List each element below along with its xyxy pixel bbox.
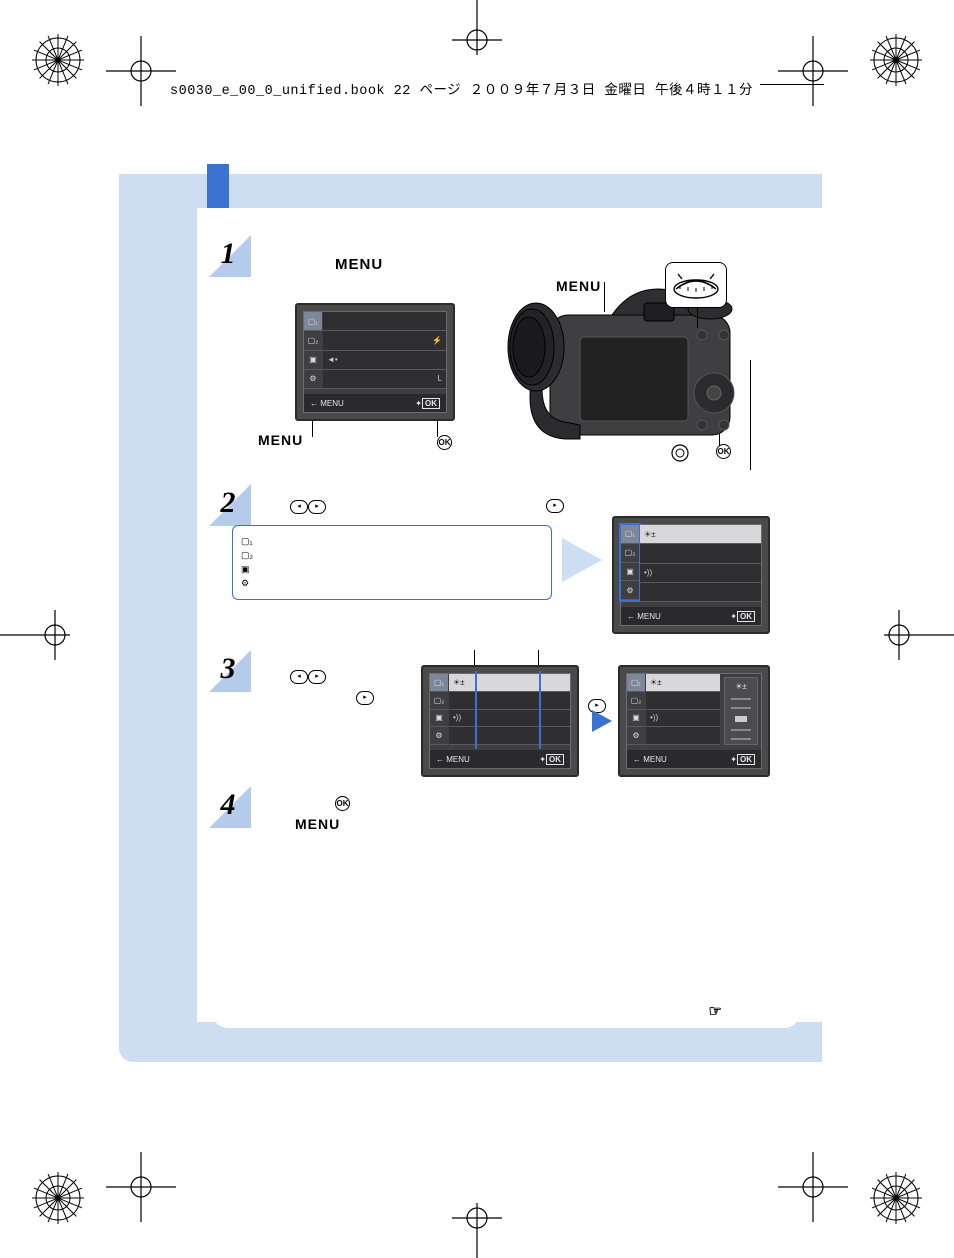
- page-side-band: [119, 174, 197, 1062]
- running-head-rule: [760, 84, 824, 85]
- leader-dial: [697, 308, 698, 328]
- pad-lr-icon-2: ◂▸: [290, 665, 326, 684]
- tab-explain-balloon: ▢₁ ▢₂ ▣ ⚙: [232, 525, 552, 600]
- balloon-icon-2: ▢₂: [241, 550, 259, 561]
- ok-circle-icon: OK: [437, 435, 452, 450]
- lcd-tab-4: ⚙: [304, 370, 322, 389]
- page-top-band: [197, 174, 822, 208]
- leader-menu-button: [604, 282, 605, 312]
- crop-rosette-sw: [28, 1168, 88, 1228]
- balloon-arrow: [562, 538, 602, 582]
- ok-circle-icon-2: OK: [716, 444, 731, 459]
- crop-side-e: [864, 600, 954, 670]
- balloon-icon-3: ▣: [241, 564, 259, 575]
- step-number-4: 4: [209, 786, 251, 828]
- crop-rosette-ne: [866, 30, 926, 90]
- lcd-screen-step3b: ▢₁ ▢₂ ▣ ⚙ ☀± •)) ☀± ← MENU ✦OK: [618, 665, 770, 777]
- balloon-icon-1: ▢₁: [241, 536, 259, 547]
- lcd-ok: OK: [422, 398, 440, 409]
- crop-side-w: [0, 600, 90, 670]
- crop-side-s: [442, 1188, 512, 1258]
- crop-corner-se: [778, 1152, 848, 1222]
- crop-corner-ne: [778, 36, 848, 106]
- footer-pill: ☞: [212, 996, 800, 1028]
- page-bottom-band: [119, 1022, 822, 1062]
- leader-ok: [437, 421, 438, 437]
- ok-circle-icon-3: OK: [335, 796, 350, 811]
- lcd-tab-1: ▢₁: [304, 312, 322, 331]
- pad-right-icon-2: ▸: [356, 686, 374, 705]
- menu-below-lcd: MENU: [258, 432, 303, 448]
- crop-corner-nw: [106, 36, 176, 106]
- menu-button-callout: MENU: [556, 278, 601, 294]
- running-head: s0030_e_00_0_unified.book 22 ページ ２００９年７月…: [170, 78, 753, 99]
- lcd-tab-3: ▣: [304, 351, 322, 370]
- leader-menu: [312, 421, 313, 437]
- lcd-screen-main: ▢₁ ▢₂ ▣ ⚙ ⚡ ◄• L ← MENU ✦OK: [295, 303, 455, 421]
- step-number-3: 3: [209, 650, 251, 692]
- lcd-back: ← MENU: [310, 399, 344, 408]
- crop-rosette-nw: [28, 30, 88, 90]
- menu-heading: MENU: [335, 256, 383, 273]
- step-number-1: 1: [209, 235, 251, 277]
- section-tab: [207, 164, 229, 208]
- pad-right-icon: ▸: [546, 494, 564, 513]
- lcd-screen-step2: ▢₁ ▢₂ ▣ ⚙ ☀± •)) ← MENU ✦OK: [612, 516, 770, 634]
- dial-callout: [665, 262, 727, 308]
- lcd-screen-step3a: ▢₁ ▢₂ ▣ ⚙ ☀± •)) ← MENU ✦OK: [421, 665, 579, 777]
- menu-step4: MENU: [295, 816, 340, 832]
- exposure-slider: ☀±: [724, 677, 758, 745]
- crop-side-n: [442, 0, 512, 70]
- crop-corner-sw: [106, 1152, 176, 1222]
- step3-arrow-icon: [592, 710, 612, 732]
- pointer-icon: ☞: [709, 1002, 722, 1020]
- step-number-2: 2: [209, 484, 251, 526]
- pad-lr-icon: ◂▸: [290, 495, 326, 514]
- crop-rosette-se: [866, 1168, 926, 1228]
- lcd-tab-2: ▢₂: [304, 331, 322, 350]
- leader-right: [750, 360, 751, 470]
- balloon-icon-4: ⚙: [241, 578, 259, 589]
